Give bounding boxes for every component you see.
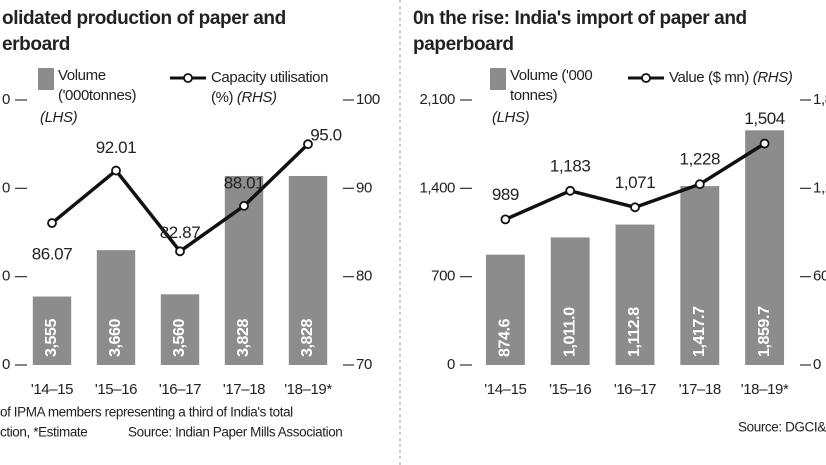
title-line: erboard	[2, 32, 286, 58]
title-text: 0n the rise: India's import of paper and	[413, 8, 747, 29]
legend-note: (LHS)	[40, 108, 78, 128]
bar	[96, 250, 136, 365]
legend-swatch	[38, 68, 54, 90]
x-tick-label: '18–19*	[284, 381, 332, 398]
y2-tick-label: 80	[356, 268, 372, 285]
legend-marker	[641, 73, 651, 83]
legend-entry: Value ($ mn) (RHS)	[669, 68, 826, 88]
x-tick-label: '15–16	[95, 381, 137, 398]
source: Source: Indian Paper Mills Association	[128, 425, 342, 440]
source: Source: DGCI&	[738, 420, 826, 435]
title-line: 0n the rise: India's import of paper and	[413, 6, 747, 32]
y-tick-label: 0	[2, 91, 10, 108]
bar-label: 3,555	[43, 318, 60, 357]
legend-note: (RHS)	[236, 89, 277, 106]
bar	[745, 130, 785, 365]
legend-marker	[183, 73, 193, 83]
line-marker	[694, 179, 705, 190]
y2-tick-label: 100	[356, 91, 380, 108]
x-tick-label: '14–15	[31, 381, 73, 398]
line-marker	[630, 202, 640, 213]
line-marker	[175, 246, 185, 257]
legend-text: Volume ('000tonnes)	[58, 67, 137, 104]
bar	[485, 254, 525, 365]
title-text: paperboard	[413, 34, 514, 55]
bar	[160, 294, 200, 365]
line-label: 88.01	[224, 173, 265, 192]
title-line: olidated production of paper and	[2, 6, 286, 32]
y2-tick-label: 1,2	[813, 179, 826, 196]
legend-entry: Capacity utilisation (%) (RHS)	[211, 68, 331, 108]
x-tick-label: '14–15	[484, 381, 526, 398]
x-tick-label: '16–17	[614, 381, 656, 398]
bar-label: 3,660	[107, 318, 124, 357]
y2-tick-label: 0	[813, 356, 821, 373]
chart-title: olidated production of paper and erboard	[2, 6, 286, 58]
bar-label: 1,112.8	[626, 307, 643, 357]
line-label: 92.01	[96, 138, 137, 157]
y-tick-label: 0	[2, 356, 10, 373]
y-tick-label: 700	[431, 268, 455, 285]
footnote: ction, *Estimate	[0, 425, 87, 440]
y2-tick-label: 70	[356, 356, 372, 373]
legend-note-text: (LHS)	[40, 109, 78, 126]
bar	[680, 186, 720, 365]
y-tick-label: 0	[447, 356, 455, 373]
y2-tick-label: 90	[356, 179, 372, 196]
bar	[32, 296, 72, 365]
bar-label: 1,417.7	[691, 306, 708, 357]
line-label: 1,504	[744, 109, 785, 128]
line-marker	[565, 185, 576, 196]
line-marker	[500, 214, 511, 225]
title-text: olidated production of paper and	[2, 8, 286, 29]
y2-tick-label: 1,8	[813, 91, 826, 108]
title-line: paperboard	[413, 32, 747, 58]
legend-text: Value ($ mn)	[669, 69, 749, 86]
line-label: 86.07	[32, 245, 73, 264]
bar-label: 3,828	[235, 318, 252, 357]
line-marker	[111, 165, 121, 176]
title-text: erboard	[2, 34, 70, 55]
bar	[288, 175, 328, 365]
x-tick-label: '17–18	[223, 381, 265, 398]
bar-label: 3,828	[299, 318, 316, 357]
legend-text: Capacity utilisation (%)	[211, 69, 329, 106]
legend-note-text: (LHS)	[492, 109, 530, 126]
bar-label: 1,859.7	[756, 306, 773, 357]
x-tick-label: '15–16	[549, 381, 591, 398]
line-label: 1,071	[615, 173, 656, 192]
legend-swatch	[490, 68, 506, 90]
y-tick-label: 0	[2, 268, 10, 285]
y2-tick-label: 60	[813, 268, 826, 285]
legend-text: Volume ('000 tonnes)	[510, 67, 593, 104]
legend-note: (LHS)	[492, 108, 530, 128]
bar-label: 874.6	[497, 318, 514, 357]
y-tick-label: 0	[2, 179, 10, 196]
y-tick-label: 2,100	[419, 91, 455, 108]
x-tick-label: '17–18	[679, 381, 721, 398]
bar-label: 1,011.0	[561, 307, 578, 357]
line-label: 95.0	[310, 126, 342, 145]
line-marker	[303, 139, 313, 150]
footnote: of IPMA members representing a third of …	[0, 405, 293, 420]
line-marker	[759, 138, 770, 149]
x-tick-label: '16–17	[159, 381, 201, 398]
line-label: 1,228	[680, 150, 721, 169]
line-marker	[47, 218, 57, 228]
legend-entry: Volume ('000tonnes)	[58, 66, 153, 106]
line-label: 989	[492, 185, 519, 204]
line-label: 1,183	[550, 156, 591, 175]
bar	[615, 224, 655, 365]
line-label: 82.87	[160, 223, 201, 242]
y-tick-label: 1,400	[419, 179, 455, 196]
bar	[550, 237, 590, 365]
x-tick-label: '18–19*	[741, 381, 789, 398]
legend-note: (RHS)	[752, 69, 793, 86]
legend-entry: Volume ('000 tonnes)	[510, 66, 620, 106]
bar-label: 3,560	[171, 318, 188, 357]
chart-title: 0n the rise: India's import of paper and…	[413, 6, 747, 58]
line-marker	[239, 201, 249, 211]
